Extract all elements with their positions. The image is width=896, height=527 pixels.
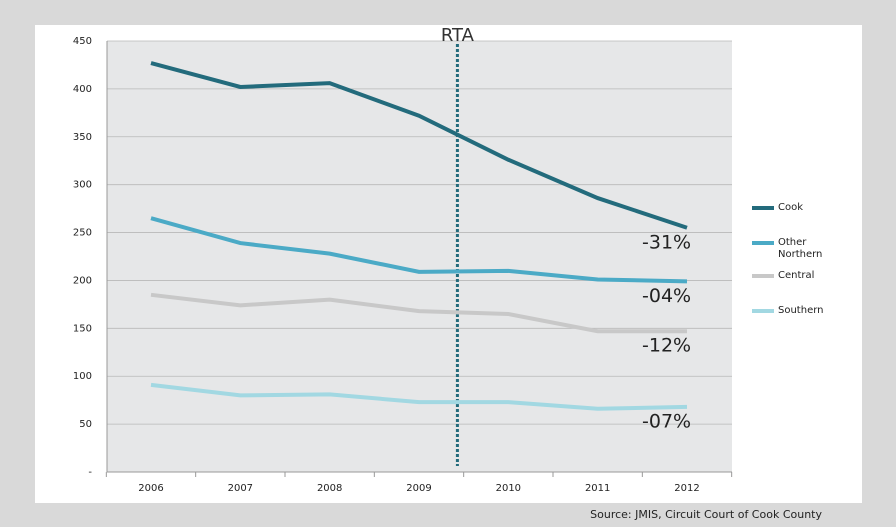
y-tick-label: 450 xyxy=(73,36,92,47)
end-label: -12% xyxy=(642,335,691,357)
end-label: -31% xyxy=(642,231,691,253)
legend-swatch xyxy=(752,309,774,313)
y-tick-label: 200 xyxy=(73,275,92,286)
x-tick-label: 2012 xyxy=(674,483,699,494)
end-label: -07% xyxy=(642,410,691,432)
legend-swatch xyxy=(752,274,774,278)
legend-label: Central xyxy=(778,270,815,281)
y-tick-label: 350 xyxy=(73,132,92,143)
y-tick-label: - xyxy=(88,467,92,478)
series-line xyxy=(150,61,688,230)
y-tick-label: 50 xyxy=(79,419,92,430)
y-tick-label: 250 xyxy=(73,228,92,239)
series-line xyxy=(150,292,687,334)
x-tick-label: 2007 xyxy=(228,483,253,494)
end-label: -04% xyxy=(642,285,691,307)
legend-label: Cook xyxy=(778,202,804,213)
y-tick-label: 100 xyxy=(73,371,92,382)
legend-item: Southern xyxy=(752,305,838,317)
y-tick-label: 150 xyxy=(73,323,92,334)
legend-label: Other Northern xyxy=(778,237,823,260)
x-tick-label: 2010 xyxy=(496,483,521,494)
rta-label: RTA xyxy=(441,25,475,46)
y-tick-label: 300 xyxy=(73,180,92,191)
legend-swatch xyxy=(752,206,774,210)
legend-item: Other Northern xyxy=(752,237,838,261)
legend-swatch xyxy=(752,241,774,245)
x-tick-label: 2009 xyxy=(406,483,431,494)
x-tick-label: 2006 xyxy=(138,483,163,494)
series-line xyxy=(150,382,688,411)
source: Source: JMIS, Circuit Court of Cook Coun… xyxy=(590,508,822,521)
legend-item: Cook xyxy=(752,202,838,214)
series-line xyxy=(150,216,688,284)
legend-label: Southern xyxy=(778,305,824,316)
x-tick-label: 2008 xyxy=(317,483,342,494)
legend-item: Central xyxy=(752,270,838,282)
y-tick-label: 400 xyxy=(73,84,92,95)
x-tick-label: 2011 xyxy=(585,483,610,494)
